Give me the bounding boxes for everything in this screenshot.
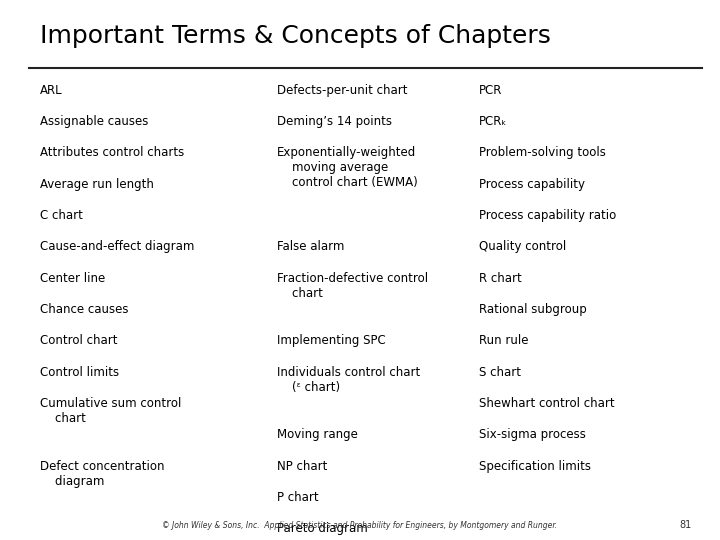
Text: Important Terms & Concepts of Chapters: Important Terms & Concepts of Chapters bbox=[40, 24, 551, 48]
Text: Average run length: Average run length bbox=[40, 178, 153, 191]
Text: P chart: P chart bbox=[277, 491, 319, 504]
Text: Control limits: Control limits bbox=[40, 366, 119, 379]
Text: Moving range: Moving range bbox=[277, 428, 358, 441]
Text: C chart: C chart bbox=[40, 209, 83, 222]
Text: Problem-solving tools: Problem-solving tools bbox=[479, 146, 606, 159]
Text: False alarm: False alarm bbox=[277, 240, 345, 253]
Text: © John Wiley & Sons, Inc.  Applied Statistics and Probability for Engineers, by : © John Wiley & Sons, Inc. Applied Statis… bbox=[163, 521, 557, 530]
Text: R chart: R chart bbox=[479, 272, 521, 285]
Text: Exponentially-weighted
    moving average
    control chart (EWMA): Exponentially-weighted moving average co… bbox=[277, 146, 418, 190]
Text: Chance causes: Chance causes bbox=[40, 303, 128, 316]
Text: Specification limits: Specification limits bbox=[479, 460, 591, 472]
Text: Process capability ratio: Process capability ratio bbox=[479, 209, 616, 222]
Text: Deming’s 14 points: Deming’s 14 points bbox=[277, 115, 392, 128]
Text: Implementing SPC: Implementing SPC bbox=[277, 334, 386, 347]
Text: ARL: ARL bbox=[40, 84, 62, 97]
Text: S chart: S chart bbox=[479, 366, 521, 379]
Text: Center line: Center line bbox=[40, 272, 105, 285]
Text: Six-sigma process: Six-sigma process bbox=[479, 428, 585, 441]
Text: Control chart: Control chart bbox=[40, 334, 117, 347]
Text: Quality control: Quality control bbox=[479, 240, 566, 253]
Text: 81: 81 bbox=[679, 520, 691, 530]
Text: PCRₖ: PCRₖ bbox=[479, 115, 507, 128]
Text: Pareto diagram: Pareto diagram bbox=[277, 522, 368, 535]
Text: Cause-and-effect diagram: Cause-and-effect diagram bbox=[40, 240, 194, 253]
Text: Defects-per-unit chart: Defects-per-unit chart bbox=[277, 84, 408, 97]
Text: Process capability: Process capability bbox=[479, 178, 585, 191]
Text: PCR: PCR bbox=[479, 84, 502, 97]
Text: Fraction-defective control
    chart: Fraction-defective control chart bbox=[277, 272, 428, 300]
Text: NP chart: NP chart bbox=[277, 460, 328, 472]
Text: Defect concentration
    diagram: Defect concentration diagram bbox=[40, 460, 164, 488]
Text: Cumulative sum control
    chart: Cumulative sum control chart bbox=[40, 397, 181, 425]
Text: Individuals control chart
    (ᵋ chart): Individuals control chart (ᵋ chart) bbox=[277, 366, 420, 394]
Text: Shewhart control chart: Shewhart control chart bbox=[479, 397, 614, 410]
Text: Attributes control charts: Attributes control charts bbox=[40, 146, 184, 159]
Text: Run rule: Run rule bbox=[479, 334, 528, 347]
Text: Rational subgroup: Rational subgroup bbox=[479, 303, 587, 316]
Text: Assignable causes: Assignable causes bbox=[40, 115, 148, 128]
